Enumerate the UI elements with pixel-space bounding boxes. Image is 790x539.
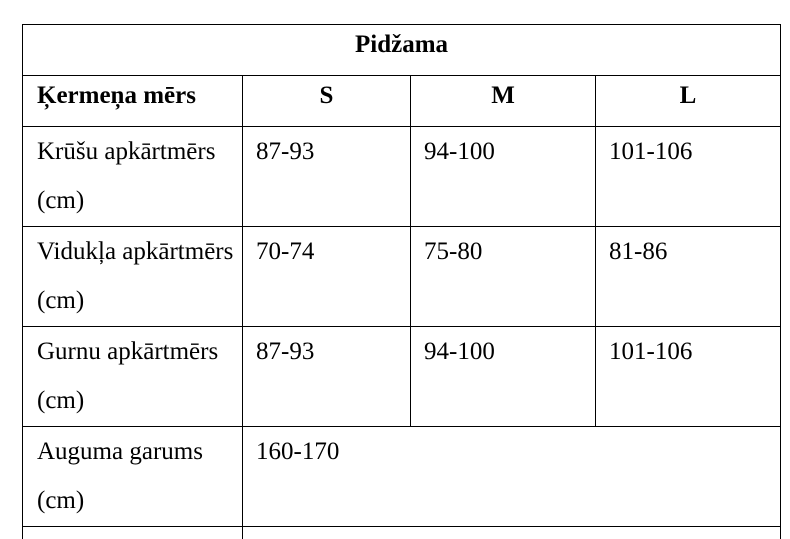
cell-hips-m: 94-100	[411, 327, 596, 427]
table-title: Pidžama	[23, 25, 781, 76]
partial-cell	[23, 527, 243, 539]
row-label-waist: Vidukļa apkārtmērs (cm)	[23, 227, 243, 327]
table-row: Auguma garums (cm) 160-170	[23, 427, 781, 527]
cell-hips-s: 87-93	[243, 327, 411, 427]
cell-waist-l: 81-86	[596, 227, 781, 327]
header-row: Ķermeņa mērs S M L	[23, 76, 781, 127]
cell-chest-l: 101-106	[596, 127, 781, 227]
table-row: Gurnu apkārtmērs (cm) 87-93 94-100 101-1…	[23, 327, 781, 427]
cell-waist-m: 75-80	[411, 227, 596, 327]
row-label-hips: Gurnu apkārtmērs (cm)	[23, 327, 243, 427]
partial-cell	[243, 527, 781, 539]
cell-height-value: 160-170	[243, 427, 781, 527]
cell-hips-l: 101-106	[596, 327, 781, 427]
header-body-measure: Ķermeņa mērs	[23, 76, 243, 127]
table-row: Vidukļa apkārtmērs (cm) 70-74 75-80 81-8…	[23, 227, 781, 327]
table-row: Krūšu apkārtmērs (cm) 87-93 94-100 101-1…	[23, 127, 781, 227]
cell-chest-s: 87-93	[243, 127, 411, 227]
table-row-partial	[23, 527, 781, 539]
row-label-chest: Krūšu apkārtmērs (cm)	[23, 127, 243, 227]
header-size-s: S	[243, 76, 411, 127]
size-chart-table: Pidžama Ķermeņa mērs S M L Krūšu apkārtm…	[22, 24, 781, 539]
header-size-l: L	[596, 76, 781, 127]
header-size-m: M	[411, 76, 596, 127]
row-label-height: Auguma garums (cm)	[23, 427, 243, 527]
cell-waist-s: 70-74	[243, 227, 411, 327]
cell-chest-m: 94-100	[411, 127, 596, 227]
